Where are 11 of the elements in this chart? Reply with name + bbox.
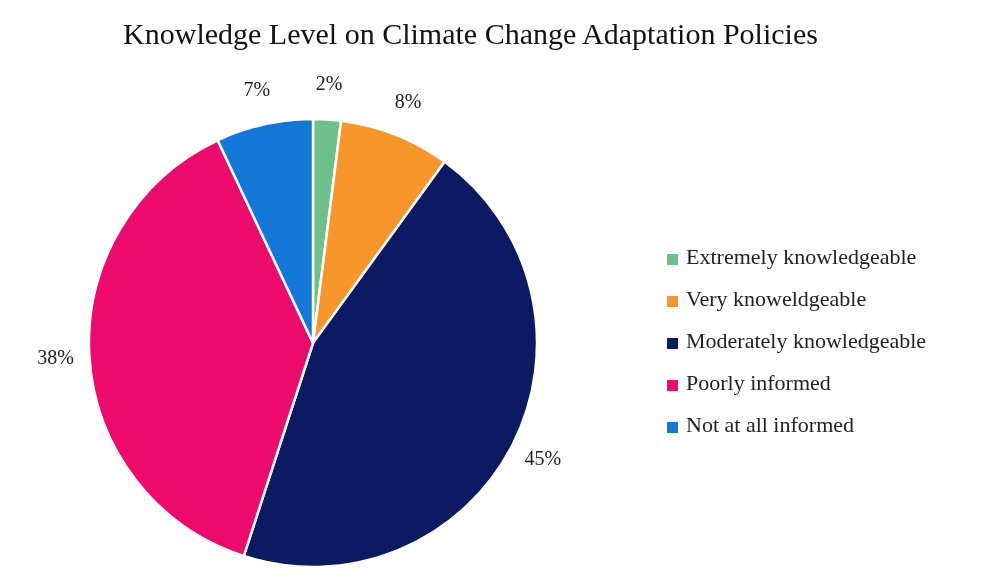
chart-title: Knowledge Level on Climate Change Adaptation Policies bbox=[123, 17, 818, 50]
data-label: 38% bbox=[37, 345, 74, 368]
legend-label: Not at all informed bbox=[686, 412, 855, 438]
data-label: 7% bbox=[243, 77, 271, 100]
data-label: 8% bbox=[394, 89, 422, 112]
data-label: 45% bbox=[524, 446, 562, 469]
legend-label: Moderately knowledgeable bbox=[686, 328, 927, 354]
legend-label: Poorly informed bbox=[686, 370, 831, 396]
legend-label: Very knoweldgeable bbox=[686, 286, 867, 312]
legend-label: Extremely knowledgeable bbox=[686, 244, 917, 270]
data-label: 2% bbox=[315, 72, 343, 95]
